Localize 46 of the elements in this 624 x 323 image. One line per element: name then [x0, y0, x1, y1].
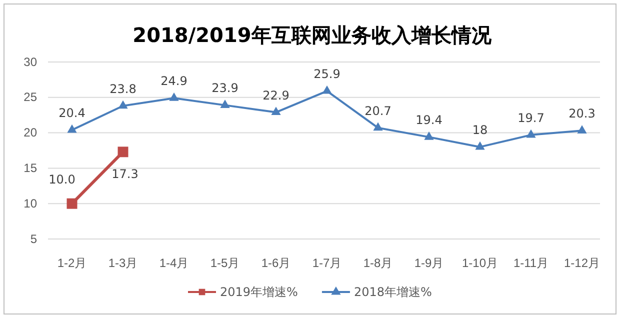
data-label: 19.4: [416, 113, 442, 128]
point: [577, 125, 587, 134]
chart-title: 2018/2019年互联网业务收入增长情况: [132, 23, 492, 47]
y-tick-label: 25: [24, 90, 38, 104]
legend-label: 2019年增速%: [220, 285, 298, 299]
x-tick-label: 1-7月: [312, 256, 342, 270]
y-tick-label: 5: [30, 232, 38, 246]
point: [118, 146, 128, 158]
data-label: 24.9: [160, 74, 188, 88]
x-tick-label: 1-8月: [363, 256, 393, 270]
point: [169, 92, 179, 101]
data-label: 20.3: [568, 106, 596, 121]
data-label: 23.9: [212, 81, 238, 96]
x-tick-label: 1-2月: [57, 256, 87, 270]
data-label: 17.3: [112, 166, 138, 181]
point: [424, 132, 434, 140]
legend-label: 2018年增速%: [354, 285, 432, 299]
point: [220, 100, 230, 108]
x-tick-label: 1-5月: [210, 256, 240, 270]
point: [373, 122, 383, 131]
data-label: 22.9: [262, 88, 290, 102]
data-label: 19.7: [518, 110, 544, 125]
data-label: 10.0: [48, 172, 76, 187]
point: [526, 129, 536, 138]
data-label: 18: [472, 122, 488, 137]
data-label: 23.8: [110, 82, 136, 96]
y-tick-label: 30: [24, 54, 38, 69]
data-label: 20.7: [364, 104, 392, 118]
point: [271, 106, 281, 116]
point: [322, 85, 332, 94]
x-tick-label: 1-12月: [564, 256, 600, 270]
x-tick-label: 1-11月: [513, 256, 549, 270]
point: [66, 198, 78, 209]
data-label: 25.9: [314, 67, 340, 82]
point: [67, 124, 77, 133]
x-tick-label: 1-10月: [462, 256, 498, 270]
x-tick-label: 1-6月: [261, 256, 291, 270]
point: [475, 141, 485, 150]
y-tick-label: 10: [24, 196, 38, 210]
y-tick-label: 15: [24, 161, 38, 176]
x-tick-label: 1-3月: [108, 256, 138, 270]
y-tick-label: 20: [24, 126, 38, 140]
x-tick-label: 1-9月: [414, 256, 444, 270]
data-label: 20.4: [58, 106, 86, 120]
x-tick-label: 1-4月: [159, 256, 189, 270]
point: [118, 100, 128, 109]
